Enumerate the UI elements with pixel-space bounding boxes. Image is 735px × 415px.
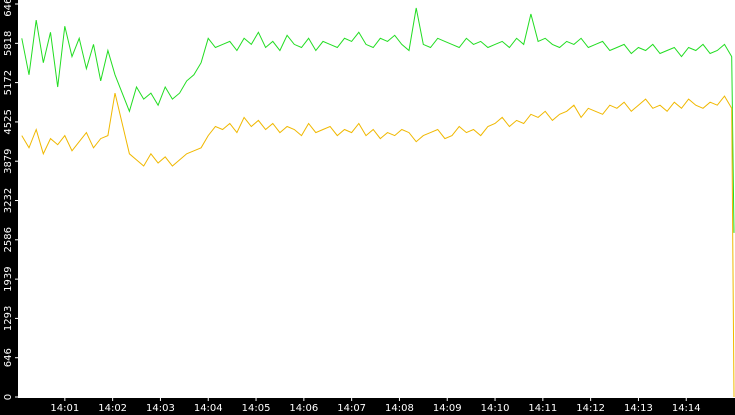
x-tick-label: 14:07 <box>337 403 366 414</box>
series-line <box>21 92 735 398</box>
y-tick-label: 1939 <box>3 266 14 291</box>
x-tick-label: 14:09 <box>433 403 462 414</box>
y-tick-label: 646 <box>3 348 14 367</box>
x-tick-label: 14:10 <box>481 403 510 414</box>
y-tick-label: 6465 <box>3 0 14 17</box>
x-tick-label: 14:01 <box>50 403 79 414</box>
x-tick-label: 14:02 <box>98 403 127 414</box>
y-tick-label: 5818 <box>3 31 14 56</box>
x-tick-label: 14:06 <box>289 403 318 414</box>
x-tick-label: 14:11 <box>528 403 557 414</box>
y-tick-label: 3232 <box>3 188 14 213</box>
y-tick-label: 1293 <box>3 306 14 331</box>
y-tick-label: 3879 <box>3 148 14 173</box>
plot-area <box>18 0 735 398</box>
y-tick-label: 0 <box>3 394 14 400</box>
x-tick-label: 14:03 <box>146 403 175 414</box>
x-tick-label: 14:12 <box>576 403 605 414</box>
series-line <box>21 7 735 233</box>
y-tick-label: 2586 <box>3 227 14 252</box>
x-tick-label: 14:04 <box>194 403 223 414</box>
y-tick-label: 4525 <box>3 109 14 134</box>
x-tick-label: 14:13 <box>624 403 653 414</box>
x-tick-label: 14:08 <box>385 403 414 414</box>
x-tick-label: 14:05 <box>242 403 271 414</box>
x-tick-label: 14:14 <box>672 403 701 414</box>
y-tick-label: 5172 <box>3 70 14 95</box>
